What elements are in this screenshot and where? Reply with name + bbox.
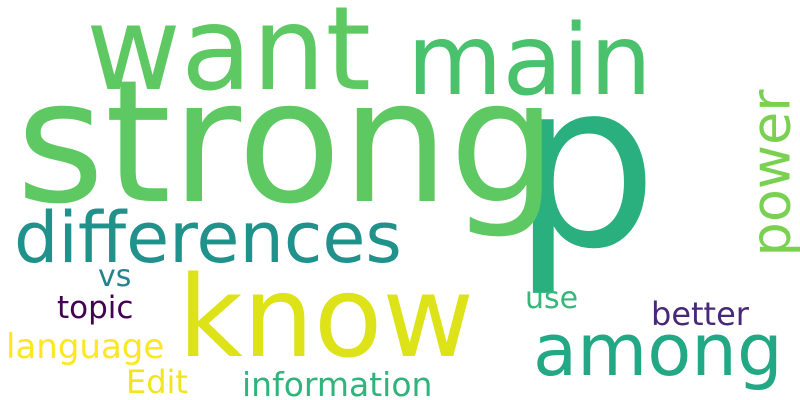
word-main: main — [407, 4, 652, 118]
word-use: use — [525, 281, 579, 316]
word-edit: Edit — [126, 363, 188, 400]
word-information: information — [242, 365, 433, 400]
word-better: better — [651, 295, 749, 333]
word-language: language — [6, 327, 165, 367]
word-p: p — [512, 33, 658, 300]
word-topic: topic — [57, 290, 134, 326]
word-vs: vs — [98, 259, 132, 294]
word-strong: strong — [16, 44, 558, 242]
word-know: know — [178, 253, 474, 383]
word-differences: differences — [14, 197, 402, 279]
word-want: want — [86, 0, 371, 117]
word-power: power — [739, 89, 800, 257]
word-among: among — [533, 308, 783, 392]
